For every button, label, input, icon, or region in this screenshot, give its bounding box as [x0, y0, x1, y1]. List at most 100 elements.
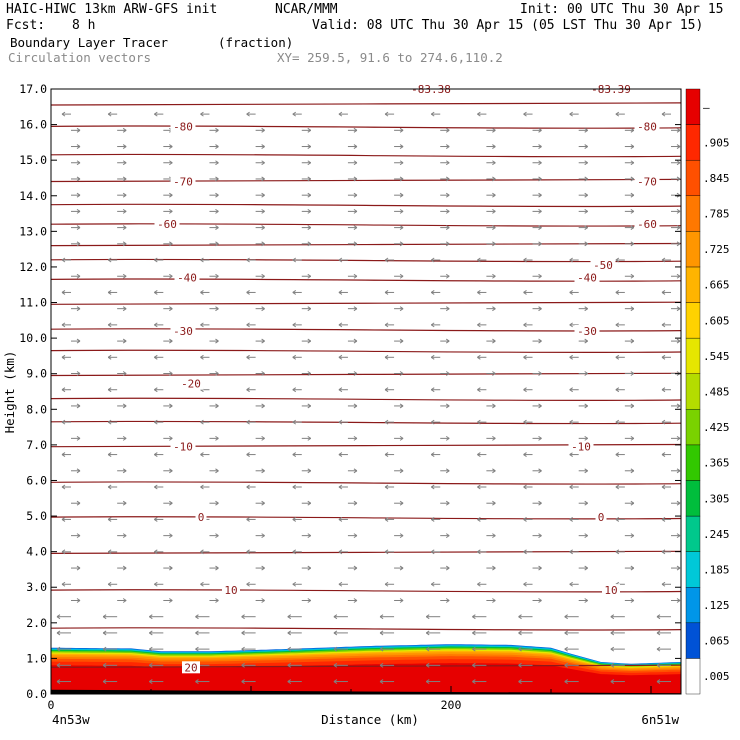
- vector-arrowhead: [584, 144, 588, 147]
- vector-arrowhead: [630, 241, 635, 245]
- vector-arrowhead: [215, 502, 219, 506]
- vector-arrowhead: [169, 502, 173, 506]
- vector-arrowhead: [430, 421, 435, 425]
- vector-arrowhead: [261, 598, 265, 601]
- vector-arrowhead: [122, 338, 127, 342]
- vector-arrowhead: [630, 468, 635, 472]
- vector-arrowhead: [615, 581, 620, 585]
- vector-arrowhead: [630, 500, 635, 504]
- vector-arrowhead: [122, 468, 127, 472]
- vector-arrowhead: [445, 129, 450, 133]
- vector-arrowhead: [169, 241, 173, 245]
- vector-arrowhead: [379, 632, 384, 636]
- vector-arrowhead: [215, 210, 219, 214]
- vector-arrowhead: [610, 632, 615, 636]
- vector-arrowhead: [215, 565, 219, 569]
- vector-arrowhead: [584, 340, 588, 344]
- vector-arrowhead: [676, 146, 681, 149]
- vector-arrowhead: [241, 630, 245, 634]
- vector-arrowhead: [430, 581, 435, 585]
- vector-arrowhead: [76, 144, 81, 147]
- vector-arrowhead: [292, 324, 297, 328]
- vector-arrowhead: [399, 273, 404, 277]
- vector-arrowhead: [338, 583, 343, 587]
- y-tick-label: 10.0: [19, 331, 47, 345]
- xy-label: XY= 259.5, 91.6 to 274.6,110.2: [277, 50, 503, 65]
- vector-arrowhead: [492, 403, 496, 407]
- field-name: Boundary Layer Tracer: [10, 35, 169, 50]
- vector-arrowhead: [215, 598, 219, 601]
- y-tick-label: 0.0: [26, 687, 47, 701]
- vector-arrowhead: [353, 192, 358, 196]
- y-tick-label: 7.0: [26, 438, 47, 452]
- vector-arrowhead: [215, 127, 219, 131]
- vector-arrowhead: [261, 127, 265, 131]
- vector-arrowhead: [338, 324, 343, 328]
- vector-arrowhead: [676, 371, 681, 374]
- vector-arrowhead: [569, 259, 573, 263]
- vector-arrowhead: [630, 144, 635, 147]
- vector-arrowhead: [676, 306, 681, 310]
- vector-arrowhead: [292, 356, 297, 360]
- vector-arrowhead: [656, 662, 661, 666]
- vector-arrowhead: [445, 176, 450, 180]
- vector-arrowhead: [630, 129, 635, 133]
- vector-arrowhead: [615, 551, 620, 555]
- vector-arrowhead: [399, 306, 404, 310]
- vector-arrowhead: [610, 662, 615, 666]
- isotherm-label: -60: [157, 218, 177, 231]
- vector-arrowhead: [399, 192, 404, 196]
- vector-arrowhead: [399, 435, 404, 439]
- vector-arrowhead: [122, 306, 127, 310]
- vector-arrowhead: [169, 144, 173, 147]
- y-tick-label: 1.0: [26, 651, 47, 665]
- vector-arrowhead: [425, 630, 430, 634]
- vector-arrowhead: [169, 567, 173, 571]
- vector-arrowhead: [569, 111, 573, 115]
- vector-arrowhead: [676, 338, 681, 342]
- vector-arrowhead: [445, 470, 450, 474]
- vector-arrowhead: [122, 403, 127, 407]
- colorbar-segment: [685, 88, 701, 125]
- vector-arrowhead: [538, 144, 542, 147]
- vector-arrowhead: [584, 308, 588, 312]
- vector-arrowhead: [61, 324, 66, 328]
- vector-arrowhead: [523, 389, 527, 393]
- colorbar: .005 .065 .125 .185 .245 .305 .365 .425 .485 .545…: [685, 88, 730, 695]
- x-end-right: 6n51w: [641, 712, 679, 727]
- vector-arrowhead: [399, 127, 404, 131]
- vector-arrowhead: [538, 146, 542, 149]
- vector-arrowhead: [353, 273, 358, 277]
- vector-arrowhead: [615, 389, 620, 393]
- vector-arrowhead: [169, 437, 173, 441]
- isotherm-label: -10: [173, 441, 193, 454]
- vector-arrowhead: [584, 405, 588, 409]
- vector-arrowhead: [241, 662, 245, 666]
- vector-arrowhead: [615, 549, 620, 553]
- vector-arrowhead: [154, 387, 158, 391]
- vector-arrowhead: [564, 630, 568, 634]
- vector-arrowhead: [661, 581, 666, 585]
- vector-arrowhead: [523, 257, 527, 261]
- vector-arrowhead: [569, 581, 573, 585]
- vector-arrowhead: [122, 533, 127, 537]
- vector-arrowhead: [307, 405, 312, 409]
- vector-arrowhead: [122, 176, 127, 180]
- vector-arrowhead: [307, 565, 312, 569]
- colorbar-label: .785: [703, 208, 730, 221]
- vector-arrowhead: [338, 486, 343, 490]
- vector-arrowhead: [384, 452, 389, 455]
- vector-arrowhead: [215, 227, 219, 231]
- vector-arrowhead: [399, 565, 404, 569]
- vector-arrowhead: [379, 662, 384, 666]
- vector-arrowhead: [76, 306, 81, 310]
- vector-arrowhead: [584, 535, 588, 539]
- vector-arrowhead: [215, 308, 219, 312]
- vector-arrowhead: [107, 356, 112, 360]
- vector-arrowhead: [610, 679, 615, 682]
- vector-arrowhead: [630, 194, 635, 198]
- vector-arrowhead: [107, 551, 112, 555]
- vector-arrowhead: [399, 468, 404, 472]
- vector-arrowhead: [615, 517, 620, 520]
- vector-arrowhead: [523, 419, 527, 423]
